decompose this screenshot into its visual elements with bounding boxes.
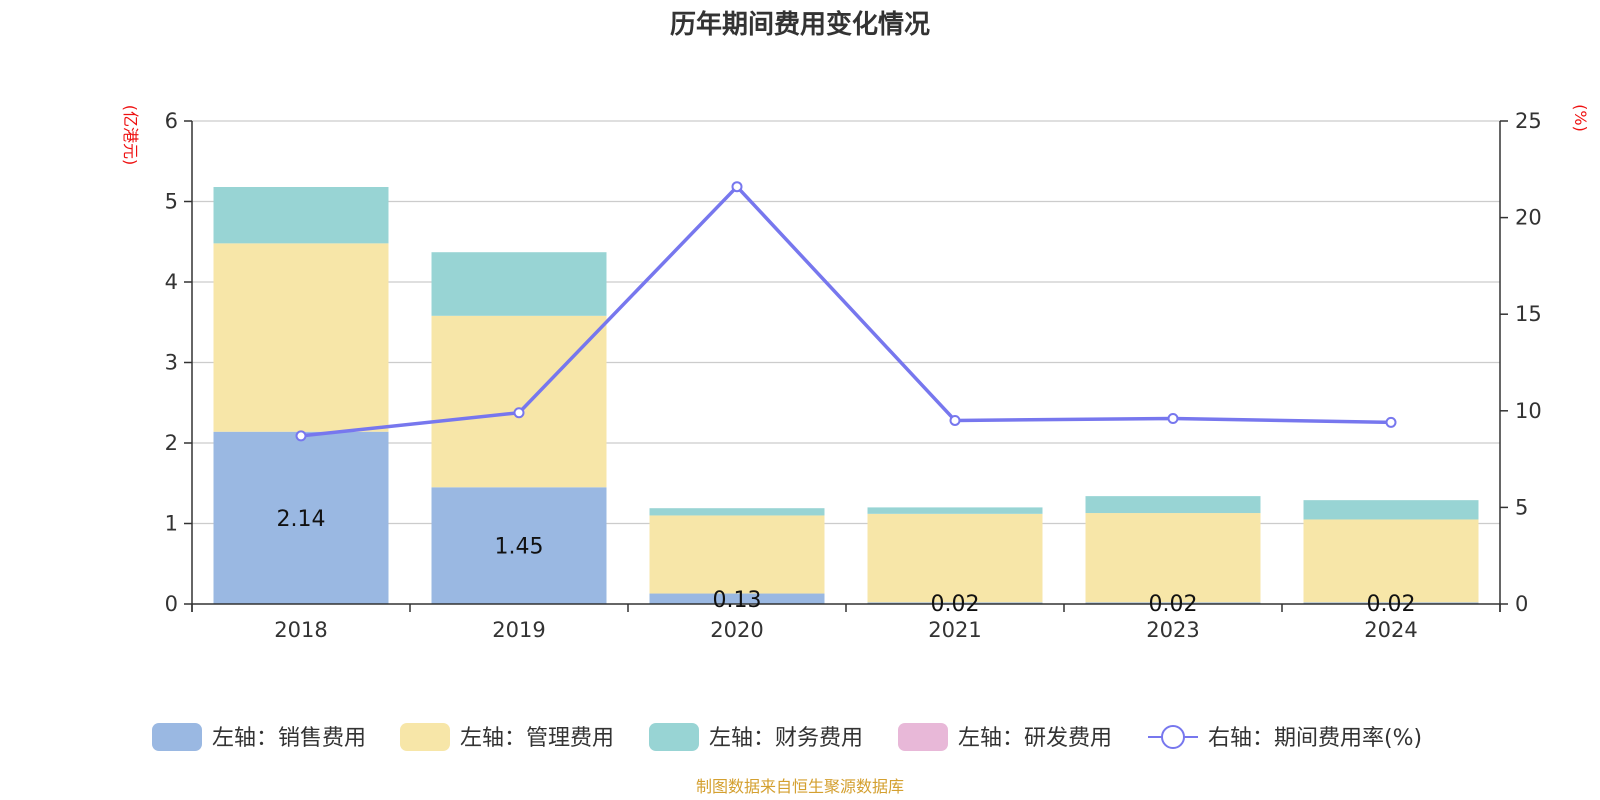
rate-point [1385, 416, 1397, 428]
x-axis-tick-label: 2018 [274, 618, 327, 642]
chart-title: 历年期间费用变化情况 [670, 9, 930, 40]
bar-segment [649, 593, 825, 604]
axes: 0 1 2 3 4 5 6 0 5 10 15 20 25 2018 2019 2020 2021 2023 202… [165, 109, 1542, 642]
legend-item: 右轴：期间费用率(%) [1148, 725, 1422, 751]
legend-item: 左轴：财务费用 [649, 723, 863, 751]
rate-point [949, 414, 961, 426]
bar-segment [1303, 519, 1479, 603]
grid-lines [192, 120, 1500, 525]
bar-segment [867, 602, 1043, 604]
source-note: 制图数据来自恒生聚源数据库 [696, 777, 904, 796]
legend-item: 左轴：销售费用 [152, 723, 366, 751]
bar-segment [213, 243, 389, 432]
x-axis-tick-label: 2023 [1146, 618, 1199, 642]
bar-segment [649, 515, 825, 594]
bar-segment [1085, 496, 1261, 514]
rate-point [513, 407, 525, 419]
x-axis-tick-label: 2019 [492, 618, 545, 642]
bar-segment [431, 315, 607, 488]
legend-swatch [898, 723, 948, 751]
bar-segment [649, 508, 825, 516]
legend-circle-marker [1161, 725, 1185, 749]
bar-layer [213, 187, 1479, 604]
right-axis-tick-label: 10 [1515, 399, 1542, 423]
legend: 左轴：销售费用 左轴：管理费用 左轴：财务费用 左轴：研发费用 右轴：期间费用率(%) [152, 723, 1422, 751]
bar-segment [1303, 602, 1479, 604]
left-axis-tick-label: 0 [165, 592, 178, 616]
right-axis-tick-label: 0 [1515, 592, 1528, 616]
left-axis-tick-label: 2 [165, 431, 178, 455]
left-axis-tick-label: 6 [165, 109, 178, 133]
legend-label: 左轴：管理费用 [460, 726, 614, 751]
x-axis-tick-label: 2020 [710, 618, 763, 642]
rate-line [300, 184, 1392, 438]
right-axis-tick-label: 25 [1515, 109, 1542, 133]
x-axis-tick-label: 2024 [1364, 618, 1417, 642]
left-axis-unit-label: (亿港元) [121, 105, 140, 166]
right-axis-unit-label: (%) [1571, 104, 1590, 132]
bar-data-label: 0.02 [931, 592, 980, 617]
bar-data-label: 0.13 [713, 588, 762, 613]
bar-segment [431, 487, 607, 604]
left-axis-tick-label: 1 [165, 512, 178, 536]
bar-segment [431, 252, 607, 316]
bar-segment [867, 507, 1043, 514]
bar-data-label: 0.02 [1367, 592, 1416, 617]
data-labels: 2.14 1.45 0.13 0.02 0.02 0.02 [277, 507, 1416, 617]
rate-point [731, 181, 743, 193]
legend-item: 左轴：管理费用 [400, 723, 614, 751]
bar-data-label: 1.45 [495, 535, 544, 560]
line-layer [295, 181, 1397, 442]
rate-point [295, 430, 307, 442]
left-axis-tick-label: 3 [165, 351, 178, 375]
right-axis-tick-label: 20 [1515, 206, 1542, 230]
legend-item: 左轴：研发费用 [898, 723, 1112, 751]
bar-segment [213, 431, 389, 604]
bar-segment [1085, 513, 1261, 603]
legend-label: 左轴：销售费用 [212, 726, 366, 751]
legend-label: 左轴：财务费用 [709, 726, 863, 751]
bar-segment [213, 187, 389, 244]
right-axis-tick-label: 15 [1515, 302, 1542, 326]
x-axis-tick-label: 2021 [928, 618, 981, 642]
legend-label: 右轴：期间费用率(%) [1208, 726, 1422, 751]
bar-segment [1303, 500, 1479, 520]
right-axis-tick-label: 5 [1515, 495, 1528, 519]
rate-point [1167, 413, 1179, 425]
left-axis-tick-label: 5 [165, 190, 178, 214]
bar-segment [1085, 602, 1261, 604]
legend-label: 左轴：研发费用 [958, 726, 1112, 751]
bar-segment [867, 513, 1043, 603]
bar-data-label: 2.14 [277, 507, 326, 532]
legend-swatch [152, 723, 202, 751]
legend-swatch [400, 723, 450, 751]
left-axis-tick-label: 4 [165, 270, 178, 294]
bar-data-label: 0.02 [1149, 592, 1198, 617]
legend-swatch [649, 723, 699, 751]
